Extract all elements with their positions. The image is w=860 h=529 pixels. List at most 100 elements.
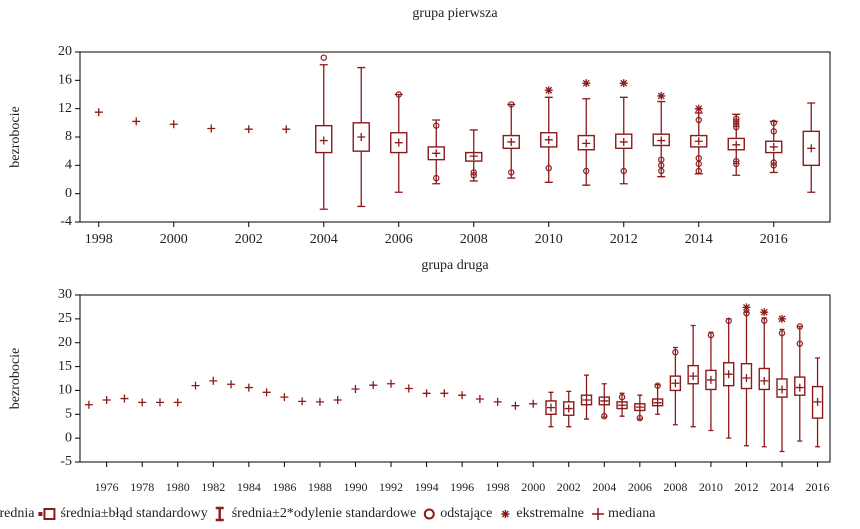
outlier bbox=[770, 128, 777, 135]
median bbox=[511, 401, 520, 410]
outlier bbox=[770, 162, 777, 169]
x-tick-label: 1990 bbox=[343, 480, 367, 494]
median bbox=[94, 108, 103, 117]
x-tick-label: 1978 bbox=[130, 480, 154, 494]
outlier bbox=[654, 382, 661, 389]
median bbox=[138, 398, 147, 407]
x-tick-label: 1984 bbox=[237, 480, 261, 494]
median bbox=[546, 403, 555, 412]
extreme bbox=[582, 79, 591, 88]
outlier bbox=[395, 91, 402, 98]
x-tick-label: 2014 bbox=[685, 232, 713, 247]
median bbox=[582, 139, 591, 148]
median bbox=[191, 381, 200, 390]
outlier bbox=[545, 164, 552, 172]
x-tick-label: 2010 bbox=[535, 232, 563, 247]
y-tick-label: 4 bbox=[65, 158, 72, 173]
median bbox=[120, 394, 129, 403]
x-tick-label: 2000 bbox=[521, 480, 545, 494]
median bbox=[657, 136, 666, 145]
median bbox=[706, 375, 715, 384]
median bbox=[653, 398, 662, 407]
median bbox=[404, 384, 413, 393]
median bbox=[493, 397, 502, 406]
y-tick-label: 5 bbox=[65, 407, 72, 422]
y-tick-label: 8 bbox=[65, 129, 72, 144]
y-tick-label: 15 bbox=[58, 359, 72, 374]
legend-label: średnia bbox=[0, 506, 35, 521]
x-tick-label: 1992 bbox=[379, 480, 403, 494]
outlier bbox=[733, 160, 740, 168]
x-tick-label: 2014 bbox=[770, 480, 794, 494]
x-tick-label: 1980 bbox=[166, 480, 190, 494]
outlier bbox=[733, 118, 740, 125]
plot-frame bbox=[79, 51, 831, 223]
outlier bbox=[672, 349, 679, 356]
median bbox=[209, 376, 218, 385]
median bbox=[807, 144, 816, 153]
x-tick-label: 1976 bbox=[95, 480, 119, 494]
x-tick-label: 2006 bbox=[628, 480, 652, 494]
extreme bbox=[544, 86, 553, 95]
median bbox=[600, 396, 609, 405]
outlier bbox=[658, 156, 665, 163]
median bbox=[507, 137, 516, 146]
median bbox=[813, 397, 822, 406]
x-tick-label: 2002 bbox=[557, 480, 581, 494]
median bbox=[244, 125, 253, 134]
outlier bbox=[508, 169, 515, 176]
outlier bbox=[707, 331, 715, 339]
y-tick-label: 0 bbox=[65, 186, 72, 201]
median bbox=[102, 395, 111, 404]
median bbox=[732, 140, 741, 149]
outlier bbox=[433, 122, 440, 129]
x-tick-label: 2008 bbox=[663, 480, 687, 494]
x-tick-label: 2012 bbox=[610, 232, 638, 247]
x-tick-label: 2004 bbox=[592, 480, 616, 494]
x-tick-label: 1998 bbox=[85, 232, 113, 247]
y-tick-label: 20 bbox=[58, 335, 72, 350]
median bbox=[132, 117, 141, 126]
x-tick-label: 2016 bbox=[760, 232, 788, 247]
median bbox=[333, 395, 342, 404]
outlier bbox=[470, 169, 477, 176]
outlier bbox=[725, 317, 732, 324]
median bbox=[544, 135, 553, 144]
legend-label: średnia±błąd standardowy bbox=[60, 506, 207, 521]
legend-label: mediana bbox=[608, 506, 656, 521]
median bbox=[173, 398, 182, 407]
outlier bbox=[770, 159, 777, 166]
x-tick-label: 1982 bbox=[201, 480, 225, 494]
legend-symbol bbox=[215, 506, 224, 522]
legend-label: odstające bbox=[440, 506, 492, 521]
y-tick-label: 30 bbox=[58, 287, 72, 302]
median bbox=[795, 383, 804, 392]
median bbox=[582, 395, 591, 404]
outlier bbox=[761, 317, 768, 324]
y-tick-label: 16 bbox=[58, 73, 72, 88]
outlier bbox=[778, 329, 786, 337]
y-axis-label: bezrobocie bbox=[8, 106, 23, 167]
x-tick-label: 1986 bbox=[272, 480, 296, 494]
y-tick-label: 10 bbox=[58, 383, 72, 398]
outlier bbox=[695, 155, 702, 162]
median bbox=[529, 399, 538, 408]
median bbox=[387, 379, 396, 388]
median bbox=[724, 370, 733, 379]
outlier bbox=[770, 119, 777, 127]
median bbox=[778, 385, 787, 394]
y-tick-label: -5 bbox=[60, 454, 72, 469]
median bbox=[207, 124, 216, 133]
outlier bbox=[320, 54, 327, 61]
outlier bbox=[470, 172, 477, 179]
median bbox=[619, 137, 628, 146]
x-tick-label: 2012 bbox=[734, 480, 758, 494]
median bbox=[357, 133, 366, 141]
y-tick-label: 12 bbox=[58, 101, 72, 116]
median bbox=[169, 120, 178, 129]
y-tick-label: 25 bbox=[58, 311, 72, 326]
outlier bbox=[601, 412, 608, 420]
median bbox=[458, 391, 467, 400]
median bbox=[760, 376, 769, 385]
